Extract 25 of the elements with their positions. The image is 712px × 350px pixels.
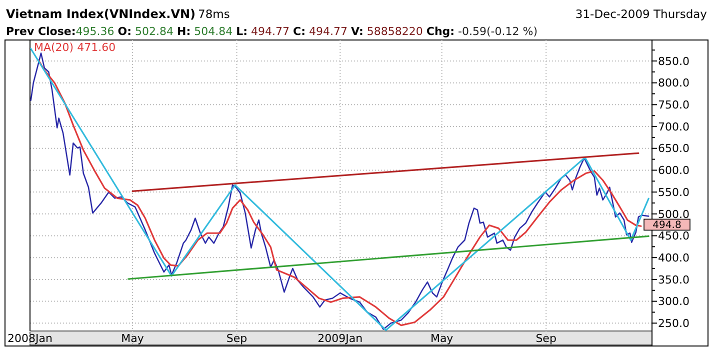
y-tick-label: 700.0 [658,120,690,134]
y-tick-label: 250.0 [658,316,690,330]
x-tick-label: Sep [226,332,248,345]
x-tick-label: Sep [536,332,556,345]
y-tick-label: 450.0 [658,230,690,243]
y-tick-label: 750.0 [658,98,690,112]
x-tick-label: May [430,332,454,345]
y-tick-label: 400.0 [658,251,690,264]
y-tick-label: 850.0 [658,54,690,68]
chart-title: Vietnam Index(VNIndex.VN) [6,7,196,21]
x-tick-label: 2008Jan [8,332,52,345]
series-label: MA(20) 471.60 [34,41,116,54]
text: Prev Close:495.36 O: 502.84 H: 504.84 L: 494.77 C: 494.77 V: 58858220 Chg: -0.59(-0.12 %) [6,25,538,38]
x-tick-label: May [121,332,144,345]
y-tick-label: 550.0 [658,186,690,199]
text: 494.8 [652,220,682,232]
y-tick-label: 800.0 [658,76,690,90]
y-tick-label: 600.0 [658,164,690,178]
text: 78ms [198,7,230,21]
y-tick-label: 300.0 [658,295,690,308]
x-tick-label: 2009Jan [318,332,363,345]
y-tick-label: 500.0 [658,208,690,221]
y-tick-label: 350.0 [658,273,690,286]
y-tick-label: 650.0 [658,142,690,156]
text: 31-Dec-2009 Thursday [575,7,708,21]
